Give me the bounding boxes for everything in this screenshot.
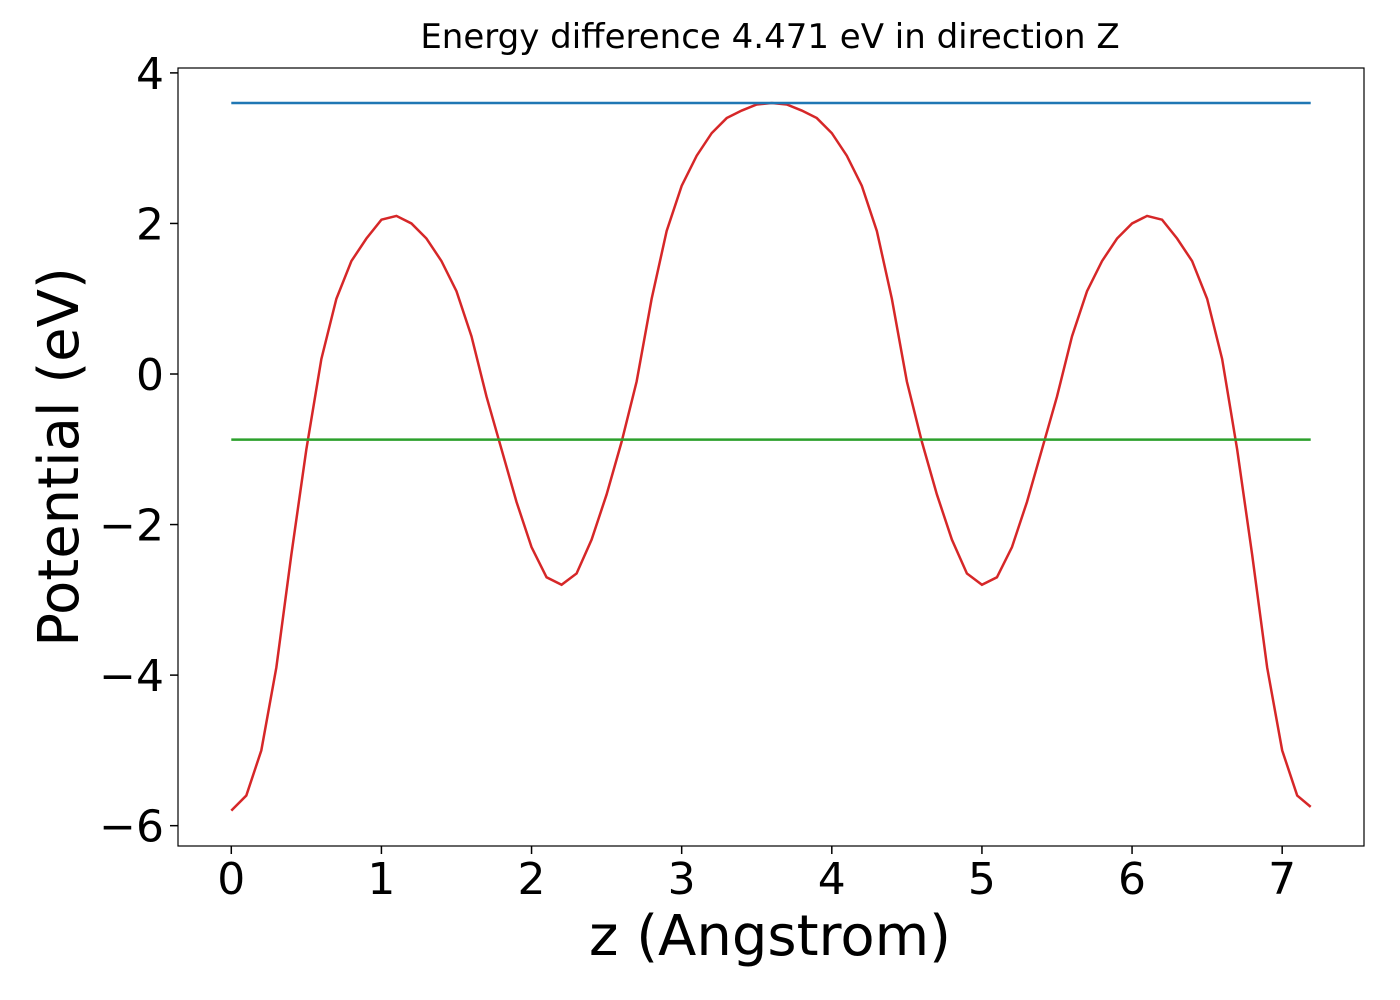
x-tick-label: 4 xyxy=(818,854,846,905)
y-tick-label: 0 xyxy=(136,350,164,401)
x-axis-label: z (Angstrom) xyxy=(589,904,951,969)
x-tick-label: 1 xyxy=(367,854,395,905)
chart-title: Energy difference 4.471 eV in direction … xyxy=(420,17,1119,57)
y-axis-label: Potential (eV) xyxy=(27,267,92,647)
y-tick-label: −6 xyxy=(99,802,164,853)
y-tick-label: 2 xyxy=(136,199,164,250)
y-tick-label: 4 xyxy=(136,49,164,100)
x-tick-label: 3 xyxy=(668,854,696,905)
x-tick-label: 2 xyxy=(518,854,546,905)
x-tick-label: 5 xyxy=(968,854,996,905)
series-line xyxy=(230,101,1312,812)
y-tick-label: −2 xyxy=(99,501,164,552)
x-tick-label: 7 xyxy=(1268,854,1296,905)
x-tick-label: 6 xyxy=(1118,854,1146,905)
y-tick-label: −4 xyxy=(99,651,164,702)
x-tick-label: 0 xyxy=(217,854,245,905)
plot-frame xyxy=(177,67,1365,847)
